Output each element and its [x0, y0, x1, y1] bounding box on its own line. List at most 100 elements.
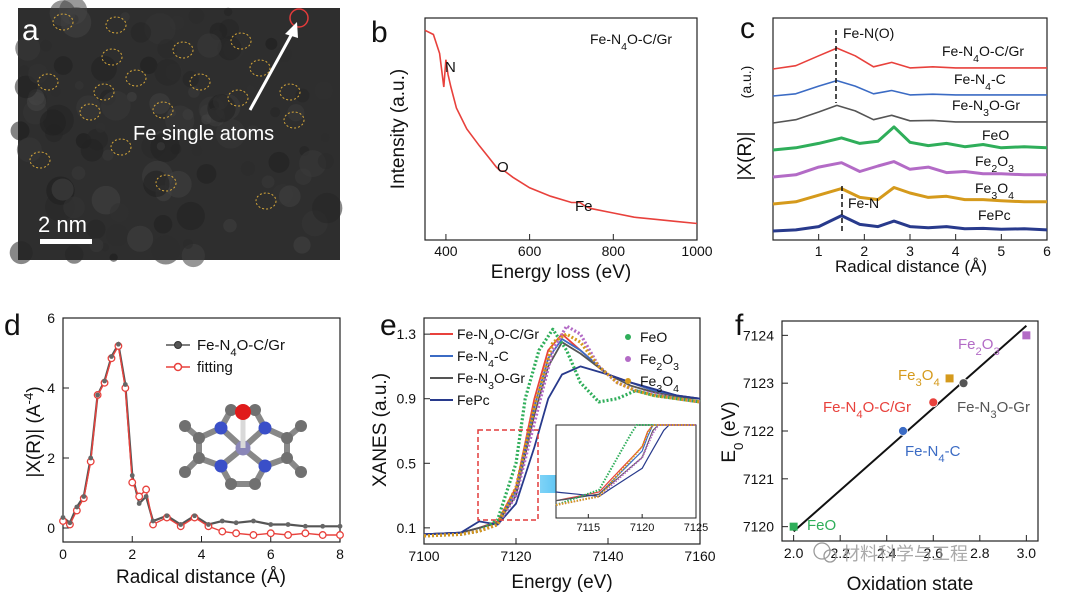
y-tick-label-d: 2: [47, 450, 55, 466]
y-tick-label-d: 6: [47, 310, 55, 326]
x-tick-label-c: 4: [952, 243, 960, 259]
y-tick-label-f: 7124: [743, 327, 774, 343]
legend-label-sample-d: Fe-N4O-C/Gr: [197, 337, 285, 359]
atom-circle-marker: [52, 13, 74, 31]
inset-x-tick-label: 7115: [576, 522, 600, 534]
xanes-curves: [423, 324, 701, 538]
fit-marker: [135, 492, 144, 501]
point-fe-n3o-gr: [958, 378, 969, 389]
point-fe3o4: [945, 374, 954, 383]
stem-speckle: [215, 118, 246, 149]
stem-speckle: [320, 133, 330, 143]
y-tick-label-d: 4: [47, 380, 55, 396]
stem-speckle: [191, 145, 203, 157]
point-fe-n4o-c-gr: [928, 397, 939, 408]
stem-speckle: [182, 238, 194, 249]
y-tick-label-f: 7120: [743, 519, 774, 535]
sample-marker: [116, 341, 121, 347]
stem-speckle: [16, 137, 42, 163]
stem-speckle: [49, 0, 76, 27]
sample-marker: [122, 382, 128, 387]
legend-e: Fe-N4O-C/Gr Fe-N4-C Fe-N3O-Gr FePc FeO F…: [430, 326, 679, 408]
stem-speckle: [268, 151, 290, 173]
fit-marker: [318, 531, 327, 539]
plot-frame-e: [423, 317, 701, 545]
atom-circle-marker: [152, 101, 174, 119]
y-axis-label-d: |X(R)| (A-4): [21, 386, 46, 477]
atom-circle-marker: [155, 174, 177, 192]
atom-circle-marker: [79, 103, 101, 121]
stem-speckle: [154, 58, 182, 86]
sample-marker: [285, 522, 291, 527]
stem-speckle: [144, 13, 176, 45]
panel-label-d: d: [4, 309, 21, 342]
stem-speckle: [246, 84, 255, 94]
panel-d: d 0 2 4 6 8 0 2 4 6 Fe-N4O-C/Gr fitting: [4, 309, 344, 588]
stem-speckle: [124, 161, 135, 172]
stem-speckle: [261, 175, 275, 189]
atom-circle-marker: [249, 59, 271, 77]
stem-speckle: [314, 81, 334, 100]
sample-marker: [268, 522, 274, 527]
y-axis-unit-c: (a.u.): [738, 66, 754, 99]
peak-label-fe: Fe: [575, 198, 593, 215]
x-axis-label-f: Oxidation state: [847, 574, 974, 595]
stem-speckle: [86, 219, 106, 239]
stem-speckle: [76, 95, 101, 120]
sample-marker: [129, 473, 135, 478]
sample-marker: [81, 494, 87, 499]
fit-marker: [232, 529, 241, 538]
stem-speckle: [165, 105, 195, 135]
annotation-fe-single-atoms: Fe single atoms: [133, 123, 274, 145]
annotation-arrow: [248, 29, 296, 111]
exafs-curve-fe2o3: [772, 160, 1047, 179]
stem-speckle: [91, 55, 117, 82]
sample-marker: [136, 501, 142, 506]
atom-circle-marker: [189, 73, 211, 91]
y-tick-label-d: 0: [47, 520, 55, 536]
x-axis-label-b: Energy loss (eV): [491, 262, 631, 283]
inset-curves: [555, 424, 696, 506]
fit-marker: [284, 531, 293, 539]
exafs-curves: [772, 47, 1048, 233]
scale-bar: [40, 239, 92, 244]
fit-marker: [336, 531, 344, 539]
sample-marker: [102, 378, 107, 384]
stem-speckle: [197, 33, 222, 58]
watermark: 材料科学与工程: [813, 542, 968, 564]
exafs-curve-fepc: [772, 214, 1048, 233]
point-fe2o3: [1022, 331, 1031, 340]
sample-marker: [302, 523, 308, 529]
xanes-curve-fepc: [423, 365, 701, 536]
fit-curves: [59, 341, 344, 539]
stem-speckle: [312, 192, 343, 224]
stem-speckle: [223, 218, 237, 233]
sample-marker: [337, 523, 343, 529]
sample-marker: [74, 504, 80, 510]
sample-marker: [192, 513, 197, 519]
stem-speckle: [51, 178, 74, 201]
panel-label-f: f: [735, 309, 744, 342]
sample-marker: [320, 523, 326, 529]
stem-speckle: [223, 7, 233, 17]
stem-speckle: [140, 56, 158, 75]
fit-marker: [218, 527, 227, 536]
atom-circle-marker: [110, 138, 132, 156]
panel-label-e: e: [380, 309, 397, 342]
x-tick-label-c: 1: [815, 243, 823, 259]
x-ticks-c: 1 2 3 4 5 6: [815, 234, 1051, 259]
legend-label-fitting-d: fitting: [197, 359, 233, 376]
atom-circle-marker: [29, 151, 51, 169]
stem-speckle: [246, 125, 260, 139]
x-tick-label-f: 2.4: [877, 545, 897, 561]
axis-ticks-e: 7100 7120 7140 7160 0.1 0.5 0.9 1.3: [397, 326, 716, 564]
curve-label-fe-n4o-c-gr: Fe-N4O-C/Gr: [942, 43, 1024, 65]
stem-speckle: [181, 243, 205, 268]
stem-speckle: [176, 201, 205, 231]
wechat-icon-bubble: [823, 549, 837, 563]
stem-speckle: [295, 88, 310, 103]
stem-speckle: [10, 121, 30, 141]
single-atom-markers: [29, 13, 305, 210]
